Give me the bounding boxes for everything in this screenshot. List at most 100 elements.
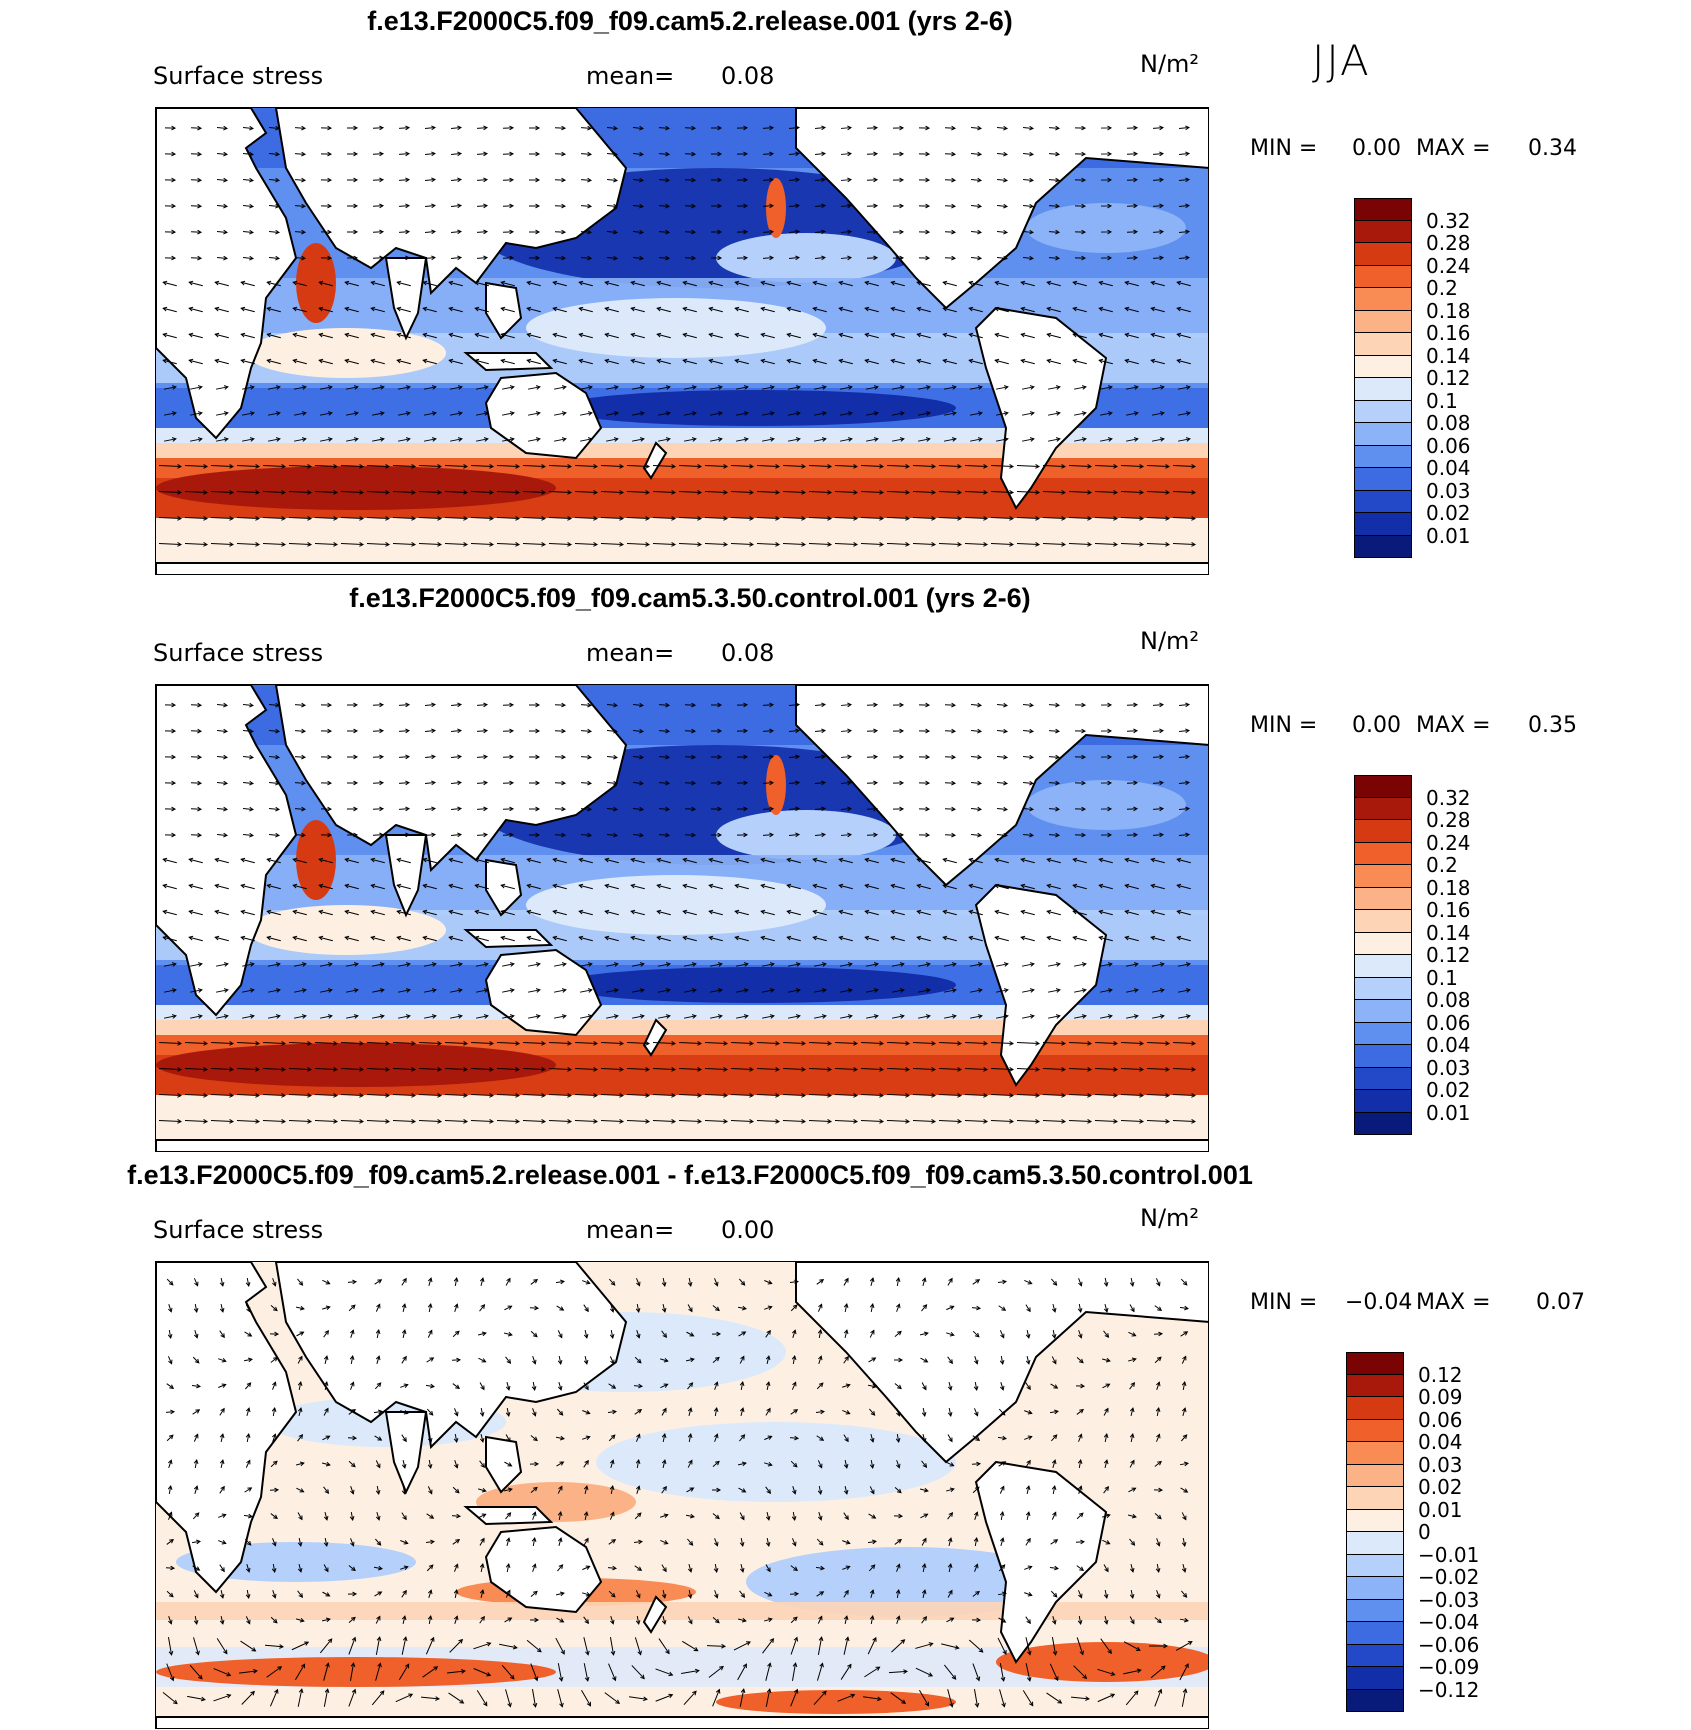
- stress-vector-arrowhead: [500, 935, 506, 941]
- stress-vector-arrowhead: [899, 203, 905, 209]
- stress-vector-arrow: [605, 936, 619, 942]
- stress-vector-arrow: [1021, 281, 1035, 287]
- stress-vector-arrow: [704, 1093, 728, 1097]
- stress-vector-arrow: [606, 231, 618, 233]
- stress-vector-arrow: [557, 1663, 563, 1681]
- stress-vector-arrow: [658, 704, 670, 706]
- stress-vector-arrowhead: [746, 1641, 751, 1646]
- stress-vector-arrow: [606, 989, 618, 993]
- stress-vector-arrow: [762, 205, 774, 207]
- map-canvas: [156, 108, 1208, 574]
- stress-vector-arrowhead: [948, 1589, 953, 1595]
- stress-vector-arrowhead: [249, 125, 255, 131]
- stress-vector-arrowhead: [637, 1409, 643, 1414]
- stress-vector-arrowhead: [453, 1589, 459, 1595]
- stress-vector-arrow: [736, 438, 748, 442]
- stress-vector-arrowhead: [240, 332, 246, 338]
- stress-vector-arrow: [1101, 1358, 1111, 1362]
- stress-vector-arrow: [1129, 1304, 1135, 1312]
- stress-vector-arrow: [167, 1637, 173, 1655]
- stress-vector-arrow: [990, 1119, 1014, 1123]
- mean-label: mean=: [586, 62, 675, 90]
- stress-vector-arrow: [756, 1119, 780, 1123]
- stress-vector-arrowhead: [1053, 1539, 1059, 1544]
- stress-vector-arrowhead: [613, 754, 619, 760]
- stress-vector-arrow: [480, 1407, 484, 1417]
- stress-vector-arrowhead: [281, 1119, 287, 1124]
- stress-vector-arrow: [947, 1434, 953, 1442]
- stress-vector-arrow: [605, 281, 619, 287]
- stress-vector-arrow: [661, 1564, 667, 1572]
- stress-vector-arrowhead: [1046, 909, 1052, 915]
- stress-vector-arrowhead: [821, 780, 827, 786]
- stress-vector-arrow: [1000, 1382, 1004, 1390]
- stress-vector-arrow: [528, 386, 540, 390]
- stress-vector-arrow: [218, 1540, 226, 1544]
- stress-vector-arrowhead: [223, 203, 229, 209]
- stress-vector-arrowhead: [1029, 385, 1035, 390]
- stress-vector-arrowhead: [509, 728, 515, 734]
- stress-vector-arrowhead: [377, 1662, 382, 1668]
- stress-vector-arrow: [216, 834, 228, 836]
- stress-vector-arrowhead: [812, 909, 818, 915]
- stress-vector-arrow: [608, 1434, 616, 1442]
- stress-vector-arrowhead: [604, 332, 610, 338]
- stress-vector-arrow: [765, 1330, 771, 1338]
- stress-vector-arrowhead: [1081, 1014, 1087, 1019]
- stress-vector-arrowhead: [1104, 1485, 1110, 1491]
- stress-vector-arrow: [418, 464, 442, 468]
- stress-vector-arrow: [371, 359, 385, 365]
- stress-vector-arrowhead: [526, 909, 532, 915]
- stress-vector-arrowhead: [533, 1436, 538, 1442]
- stress-vector-arrowhead: [983, 1093, 989, 1098]
- stress-vector-arrowhead: [1029, 255, 1035, 261]
- stress-vector-arrow: [762, 1638, 774, 1654]
- stress-vector-arrowhead: [481, 1331, 487, 1337]
- stress-vector-arrow: [1125, 359, 1139, 365]
- stress-vector-arrow: [1078, 1278, 1082, 1286]
- stress-vector-arrow: [580, 412, 592, 416]
- stress-vector-arrow: [1100, 412, 1112, 416]
- stress-vector-arrow: [1175, 1641, 1193, 1651]
- stress-vector-arrow: [712, 1513, 720, 1519]
- colorbar-tick-label: 0.03: [1426, 478, 1471, 503]
- stress-vector-arrowhead: [405, 255, 411, 261]
- stress-vector-arrow: [886, 1093, 910, 1097]
- stress-vector-arrowhead: [977, 1014, 983, 1019]
- stress-vector-arrow: [345, 359, 359, 365]
- stress-vector-arrowhead: [344, 935, 350, 941]
- stress-vector-arrow: [730, 1067, 754, 1071]
- stress-vector-arrowhead: [255, 542, 261, 547]
- stress-vector-arrowhead: [587, 177, 593, 183]
- stress-vector-arrow: [765, 1663, 771, 1681]
- colorbar-swatch: [1354, 378, 1412, 401]
- stress-vector-arrow: [658, 782, 670, 784]
- stress-vector-arrow: [1021, 359, 1035, 365]
- stress-vector-arrowhead: [246, 1307, 251, 1313]
- stress-vector-arrow: [996, 989, 1008, 993]
- stress-vector-arrowhead: [604, 857, 610, 863]
- stress-vector-arrow: [1182, 1537, 1186, 1547]
- stress-vector-arrowhead: [630, 857, 636, 863]
- stress-vector-arrowhead: [240, 857, 246, 863]
- stress-vector-arrowhead: [352, 1591, 358, 1597]
- stress-vector-arrowhead: [255, 1093, 261, 1098]
- stress-vector-arrowhead: [370, 306, 376, 312]
- stress-vector-arrowhead: [411, 516, 417, 521]
- stress-vector-arrow: [1152, 127, 1164, 129]
- stress-vector-arrow: [1125, 307, 1139, 313]
- stress-vector-arrowhead: [275, 806, 281, 812]
- stress-vector-arrowhead: [1009, 1093, 1015, 1098]
- stress-vector-arrow: [790, 1304, 798, 1312]
- stress-vector-arrow: [244, 1487, 252, 1493]
- stress-vector-arrow: [1120, 516, 1144, 520]
- stress-vector-arrowhead: [318, 332, 324, 338]
- stress-vector-arrowhead: [177, 464, 183, 469]
- stress-vector-arrowhead: [871, 1383, 877, 1389]
- stress-vector-arrowhead: [1182, 1688, 1188, 1694]
- stress-vector-arrowhead: [1124, 883, 1130, 889]
- stress-vector-arrowhead: [1185, 728, 1191, 734]
- stress-vector-arrow: [444, 516, 468, 520]
- stress-vector-arrowhead: [760, 857, 766, 863]
- stress-vector-arrow: [1048, 730, 1060, 732]
